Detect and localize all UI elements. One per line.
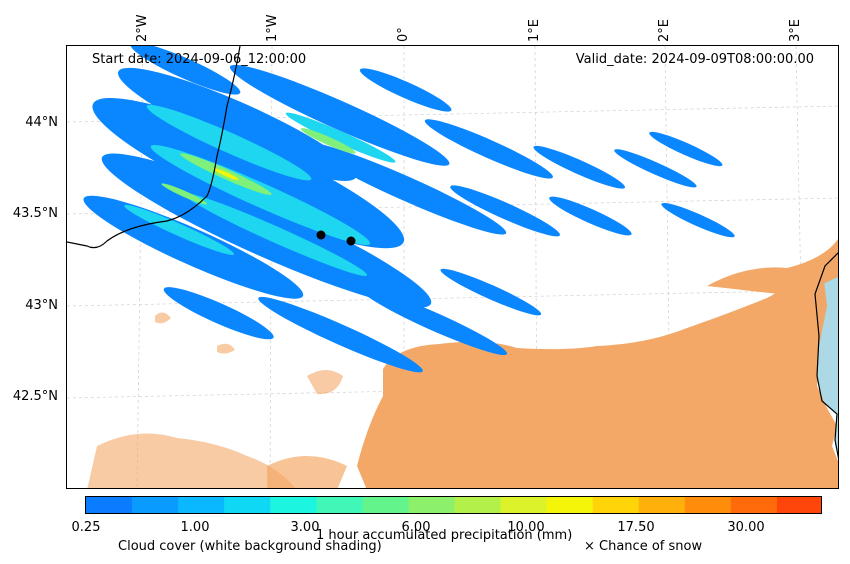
colorbar-swatch — [86, 497, 133, 513]
cbar-tick-10-00: 10.00 — [507, 520, 545, 535]
lat-label-43-5n: 43.5°N — [12, 206, 58, 221]
snow-legend: × Chance of snow — [584, 539, 703, 554]
lon-label-0: 0° — [396, 27, 411, 42]
colorbar-swatch — [684, 497, 732, 513]
cloud-cover-legend: Cloud cover (white background shading) — [118, 539, 382, 554]
colorbar — [85, 496, 822, 514]
colorbar-swatch — [362, 497, 409, 513]
colorbar-swatch — [316, 497, 363, 513]
map-canvas — [67, 46, 838, 488]
lon-label-3e: 3°E — [788, 19, 803, 42]
colorbar-swatch — [730, 497, 778, 513]
lon-label-2w: 2°W — [135, 14, 150, 42]
start-date-label: Start date: 2024-09-06_12:00:00 — [92, 52, 307, 67]
lon-label-2e: 2°E — [657, 19, 672, 42]
colorbar-swatch — [270, 497, 317, 513]
cbar-tick-3-00: 3.00 — [290, 520, 320, 535]
colorbar-swatch — [546, 497, 594, 513]
lon-label-1w: 1°W — [265, 14, 280, 42]
colorbar-swatch — [224, 497, 271, 513]
lat-label-44n: 44°N — [25, 115, 58, 130]
city-marker — [346, 236, 356, 246]
colorbar-swatch — [592, 497, 640, 513]
precipitation-field — [83, 46, 735, 373]
lon-label-1e: 1°E — [527, 19, 542, 42]
cbar-tick-17-50: 17.50 — [617, 520, 655, 535]
city-marker — [316, 230, 326, 240]
colorbar-swatch — [408, 497, 455, 513]
colorbar-swatch — [638, 497, 686, 513]
map-panel: Start date: 2024-09-06_12:00:00 Valid_da… — [66, 45, 839, 489]
cbar-tick-0-25: 0.25 — [71, 520, 101, 535]
colorbar-swatch — [500, 497, 548, 513]
colorbar-swatches — [86, 497, 821, 513]
cloud-cover — [87, 238, 838, 488]
cbar-tick-1-00: 1.00 — [180, 520, 210, 535]
lat-label-43n: 43°N — [25, 298, 58, 313]
colorbar-swatch — [776, 497, 821, 513]
colorbar-swatch — [178, 497, 225, 513]
cbar-tick-6-00: 6.00 — [401, 520, 431, 535]
lat-label-42-5n: 42.5°N — [12, 389, 58, 404]
valid-date-label: Valid_date: 2024-09-09T08:00:00.00 — [575, 52, 814, 67]
cbar-tick-30-00: 30.00 — [727, 520, 765, 535]
coastline — [67, 46, 838, 459]
colorbar-swatch — [454, 497, 502, 513]
colorbar-label: 1 hour accumulated precipitation (mm) — [316, 528, 573, 543]
colorbar-swatch — [132, 497, 179, 513]
